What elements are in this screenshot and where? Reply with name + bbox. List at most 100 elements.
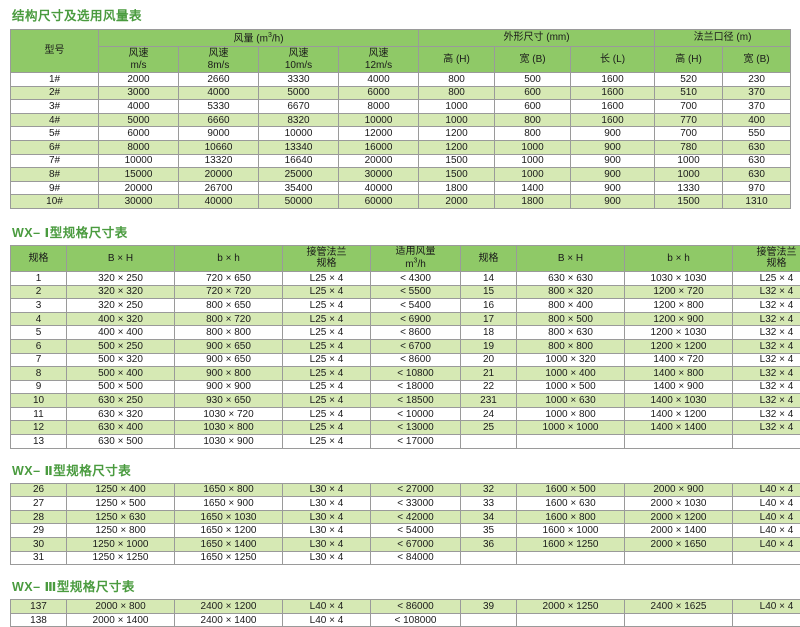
flange-width-cell: 400 <box>723 113 791 127</box>
spec-flange-cell-left: L30 × 4 <box>283 538 371 552</box>
spec-BH-cell-right: 1600 × 800 <box>517 510 625 524</box>
speed-label-12: 风速 <box>369 48 389 59</box>
speed-value-1: m/s <box>130 60 146 71</box>
main-group-header-row: 型号 风量 (m3/h) 外形尺寸 (mm) 法兰口径 (m) <box>11 30 791 47</box>
header-bh-right: b × h <box>625 245 733 271</box>
spec-flow-cell-left: < 8600 <box>371 326 461 340</box>
airflow-1-cell: 2000 <box>99 73 179 87</box>
flange-label-l1: 接管法兰 <box>757 247 797 258</box>
dim-width-cell: 1000 <box>495 168 571 182</box>
spec-no-cell-left: 29 <box>11 524 67 538</box>
airflow-1-cell: 5000 <box>99 113 179 127</box>
spec-bh-cell-right: 1200 × 1200 <box>625 339 733 353</box>
spec-BH-cell-right: 1000 × 320 <box>517 353 625 367</box>
flange-width-cell: 370 <box>723 86 791 100</box>
spec-flange-cell-left: L25 × 4 <box>283 367 371 381</box>
flange-height-cell: 1000 <box>655 168 723 182</box>
spec-bh-cell-left: 2400 × 1200 <box>175 600 283 614</box>
speed-value-12: 12m/s <box>365 60 392 71</box>
spec-bh-cell-left: 1650 × 1400 <box>175 538 283 552</box>
spec-no-cell-left: 3 <box>11 299 67 313</box>
spec-BH-cell-left: 320 × 250 <box>67 271 175 285</box>
spec-no-cell-right: 24 <box>461 407 517 421</box>
spec-bh-cell-left: 1650 × 800 <box>175 483 283 497</box>
dim-width-cell: 1800 <box>495 195 571 209</box>
flange-height-cell: 1500 <box>655 195 723 209</box>
spec-flange-cell-right: L40 × 4 <box>733 497 800 511</box>
airflow-10-cell: 3330 <box>259 73 339 87</box>
airflow-1-cell: 30000 <box>99 195 179 209</box>
spec-bh-cell-right: 2400 × 1625 <box>625 600 733 614</box>
header-dim-length: 长 (L) <box>571 47 655 73</box>
airflow-12-cell: 40000 <box>339 181 419 195</box>
spec-no-cell-right: 21 <box>461 367 517 381</box>
spec-flange-cell-left: L25 × 4 <box>283 435 371 449</box>
airflow-8-cell: 6660 <box>179 113 259 127</box>
flange-width-cell: 1310 <box>723 195 791 209</box>
dim-height-cell: 1200 <box>419 140 495 154</box>
spec-flange-cell-left: L30 × 4 <box>283 510 371 524</box>
spec-flange-cell-right <box>733 435 800 449</box>
spec-bh-cell-right <box>625 613 733 627</box>
spec-BH-cell-right <box>517 551 625 565</box>
spec-bh-cell-left: 1030 × 720 <box>175 407 283 421</box>
spec-no-cell-left: 2 <box>11 285 67 299</box>
spec-flow-cell-left: < 18500 <box>371 394 461 408</box>
model-cell: 10# <box>11 195 99 209</box>
spec-bh-cell-left: 900 × 800 <box>175 367 283 381</box>
spec-no-cell-right <box>461 435 517 449</box>
spec-BH-cell-right: 800 × 630 <box>517 326 625 340</box>
spec-flow-cell-left: < 33000 <box>371 497 461 511</box>
spec-no-cell-left: 4 <box>11 312 67 326</box>
dim-width-cell: 1000 <box>495 154 571 168</box>
spec-flange-cell-left: L30 × 4 <box>283 497 371 511</box>
spec-BH-cell-left: 1250 × 1250 <box>67 551 175 565</box>
spec-no-cell-right: 231 <box>461 394 517 408</box>
spec-no-cell-right: 33 <box>461 497 517 511</box>
bh-small-label: b × h <box>667 253 690 264</box>
flange-height-cell: 700 <box>655 127 723 141</box>
spec-bh-cell-right: 1400 × 800 <box>625 367 733 381</box>
spec-BH-cell-left: 500 × 400 <box>67 367 175 381</box>
flange-height-cell: 700 <box>655 100 723 114</box>
spec-BH-cell-right: 2000 × 1250 <box>517 600 625 614</box>
flange-width-cell: 630 <box>723 154 791 168</box>
dim-height-cell: 1500 <box>419 168 495 182</box>
spec-no-cell-right: 15 <box>461 285 517 299</box>
spec-no-cell-left: 6 <box>11 339 67 353</box>
spec-no-cell-left: 7 <box>11 353 67 367</box>
flange-label-l1: 接管法兰 <box>307 247 347 258</box>
spec-BH-cell-left: 630 × 500 <box>67 435 175 449</box>
flange-label-l2: 规格 <box>767 258 787 269</box>
dim-width-cell: 800 <box>495 113 571 127</box>
spec-flange-cell-right: L32 × 4 <box>733 367 800 381</box>
airflow-8-cell: 10660 <box>179 140 259 154</box>
header-BH-right: B × H <box>517 245 625 271</box>
dim-length-cell: 900 <box>571 140 655 154</box>
airflow-1-cell: 8000 <box>99 140 179 154</box>
spec-no-cell-right: 17 <box>461 312 517 326</box>
spec-no-cell-right: 34 <box>461 510 517 524</box>
spec-BH-cell-left: 630 × 400 <box>67 421 175 435</box>
airflow-8-cell: 5330 <box>179 100 259 114</box>
spec-BH-cell-right: 1000 × 630 <box>517 394 625 408</box>
spec-flange-cell-left: L30 × 4 <box>283 483 371 497</box>
spec-flange-cell-left: L25 × 4 <box>283 394 371 408</box>
airflow-10-cell: 10000 <box>259 127 339 141</box>
spec-bh-cell-left: 720 × 720 <box>175 285 283 299</box>
spec-no-cell-right: 20 <box>461 353 517 367</box>
spec-no-cell-left: 10 <box>11 394 67 408</box>
spec-no-cell-right: 19 <box>461 339 517 353</box>
spec-bh-cell-right: 1200 × 1030 <box>625 326 733 340</box>
